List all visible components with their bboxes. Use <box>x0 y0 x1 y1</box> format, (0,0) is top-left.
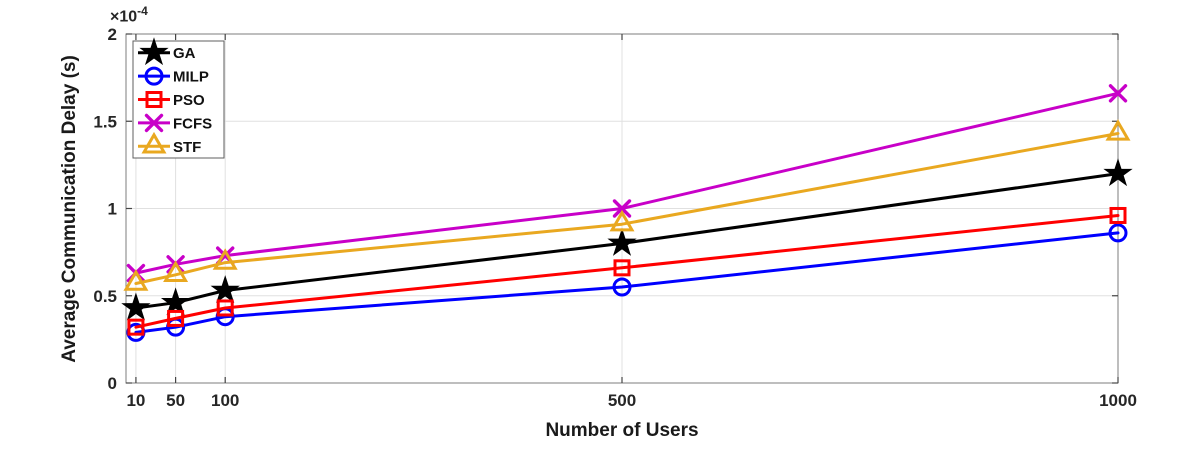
tick-marks <box>126 33 1119 384</box>
data-point-STF <box>163 260 189 283</box>
data-point-PSO <box>167 309 185 327</box>
y-tick-label: 1.5 <box>93 112 117 131</box>
data-point-GA <box>1103 158 1133 187</box>
square-marker-icon <box>167 309 185 327</box>
data-point-GA <box>210 275 240 303</box>
square-marker-icon <box>145 91 163 108</box>
series-FCFS <box>126 84 1128 283</box>
data-point-GA <box>160 287 191 316</box>
y-tick-label: 0.5 <box>93 287 117 306</box>
circle-marker-icon <box>1108 223 1128 243</box>
x-tick-label: 10 <box>126 391 145 410</box>
x-tick-label: 50 <box>166 391 185 410</box>
square-marker-icon <box>1109 206 1127 224</box>
data-point-MILP <box>612 277 632 297</box>
x-marker-icon <box>612 199 632 218</box>
y-tick-label: 0 <box>108 374 117 393</box>
y-axis-multiplier-exponent: -4 <box>137 4 148 18</box>
legend-marker-STF <box>141 131 167 154</box>
data-point-FCFS <box>1108 84 1128 103</box>
y-axis-label-text: Average Communication Delay (s) <box>59 55 80 363</box>
legend-label: GA <box>173 45 196 62</box>
square-marker-icon <box>613 259 631 277</box>
legend-item-GA: GA <box>138 37 196 66</box>
star-marker-icon <box>210 275 240 303</box>
star-marker-icon <box>607 227 637 256</box>
y-axis-multiplier: ×10-4 <box>110 4 148 26</box>
triangle-marker-icon <box>141 131 167 154</box>
x-tick-label: 100 <box>211 391 239 410</box>
star-marker-icon <box>1103 158 1133 187</box>
y-tick-label: 1 <box>108 200 117 219</box>
triangle-marker-icon <box>609 209 635 232</box>
x-axis-label: Number of Users <box>545 420 699 441</box>
x-marker-icon <box>1108 84 1128 103</box>
star-marker-icon <box>121 292 151 321</box>
series-line-STF <box>134 132 1120 285</box>
data-point-MILP <box>1108 223 1128 243</box>
x-marker-icon <box>144 113 164 133</box>
legend-label: PSO <box>173 92 205 109</box>
square-marker-icon <box>127 318 145 336</box>
legend-marker-FCFS <box>144 113 164 133</box>
legend-marker-GA <box>139 37 169 66</box>
data-point-FCFS <box>612 199 632 218</box>
y-tick-labels: 0 0.5 1 1.5 2 <box>93 25 117 393</box>
legend-label: STF <box>173 139 201 156</box>
triangle-marker-icon <box>1105 119 1131 141</box>
circle-marker-icon <box>612 277 632 297</box>
legend: GA MILP PSO FCFS STF <box>132 37 225 159</box>
legend-item-FCFS: FCFS <box>138 113 212 133</box>
legend-item-MILP: MILP <box>138 66 209 86</box>
x-tick-label: 500 <box>608 391 636 410</box>
data-point-GA <box>121 292 151 321</box>
data-point-STF <box>609 209 635 232</box>
star-marker-icon <box>160 287 191 316</box>
series-GA <box>121 158 1133 321</box>
legend-label: FCFS <box>173 115 212 132</box>
data-point-PSO <box>1109 206 1127 224</box>
data-point-STF <box>123 269 149 291</box>
series-PSO <box>127 206 1127 336</box>
series-line-PSO <box>134 214 1120 329</box>
series-line-MILP <box>134 231 1120 334</box>
legend-marker-PSO <box>145 91 163 108</box>
circle-marker-icon <box>144 66 164 86</box>
x-tick-label: 1000 <box>1099 391 1137 410</box>
data-point-PSO <box>127 318 145 336</box>
legend-item-PSO: PSO <box>138 91 205 109</box>
data-point-PSO <box>216 299 234 317</box>
legend-item-STF: STF <box>138 131 201 156</box>
legend-marker-MILP <box>144 66 164 86</box>
data-point-STF <box>1105 119 1131 141</box>
y-tick-label: 2 <box>108 25 117 44</box>
data-point-STF <box>212 248 238 270</box>
square-marker-icon <box>216 299 234 317</box>
series-STF <box>123 119 1131 291</box>
triangle-marker-icon <box>212 248 238 270</box>
legend-label: MILP <box>173 69 209 86</box>
y-axis-multiplier-base: ×10 <box>110 8 138 26</box>
star-marker-icon <box>139 37 169 66</box>
data-point-GA <box>607 227 637 256</box>
triangle-marker-icon <box>163 260 189 283</box>
data-point-PSO <box>613 259 631 277</box>
triangle-marker-icon <box>123 269 149 291</box>
x-tick-labels: 10 50 100 500 1000 <box>126 391 1136 410</box>
series-MILP <box>126 223 1128 342</box>
